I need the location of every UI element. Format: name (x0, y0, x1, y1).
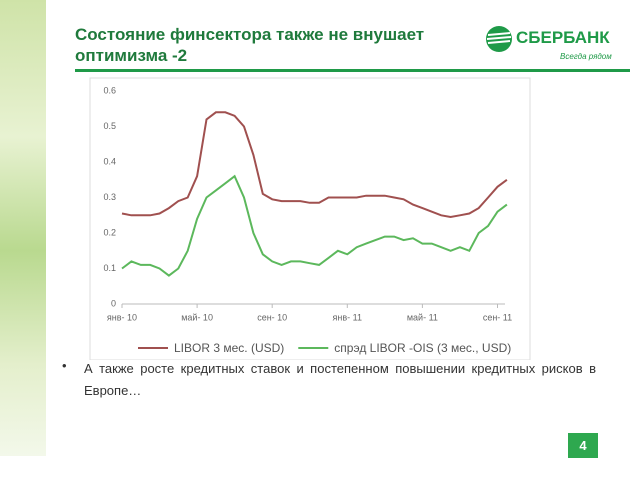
x-tick-label: сен- 10 (257, 312, 287, 322)
y-tick-label: 0.1 (103, 263, 116, 273)
y-tick-label: 0.6 (103, 85, 116, 95)
logo-icon (486, 26, 512, 52)
legend-label: LIBOR 3 мес. (USD) (174, 341, 284, 355)
x-tick-label: май- 10 (181, 312, 213, 322)
y-tick-label: 0 (111, 298, 116, 308)
decor-strip (0, 0, 46, 456)
logo-name: СБЕРБАНК (516, 28, 610, 47)
slide-title: Состояние финсектора также не внушает оп… (75, 25, 425, 65)
x-tick-label: янв- 10 (107, 312, 137, 322)
logo-slogan: Всегда рядом (560, 52, 612, 61)
title-rule (75, 69, 630, 72)
x-tick-label: май- 11 (407, 312, 438, 322)
y-tick-label: 0.2 (103, 227, 116, 237)
bullet-text: А также росте кредитных ставок и постепе… (84, 361, 596, 398)
page-number: 4 (568, 433, 598, 458)
legend-label: спрэд LIBOR -OIS (3 мес., USD) (334, 341, 511, 355)
bullet-glyph: • (62, 358, 67, 373)
series-line (121, 111, 508, 219)
y-tick-label: 0.4 (103, 156, 116, 166)
y-tick-label: 0.5 (103, 121, 116, 131)
chart: 0 0.1 0.2 0.3 0.4 0.5 0.6 янв- 10 май- 10 сен- 10… (89, 77, 531, 360)
x-tick-label: сен- 11 (483, 312, 512, 322)
x-tick-label: янв- 11 (333, 312, 362, 322)
y-tick-label: 0.3 (103, 192, 116, 202)
series-line (121, 174, 508, 277)
chart-frame (89, 77, 531, 360)
